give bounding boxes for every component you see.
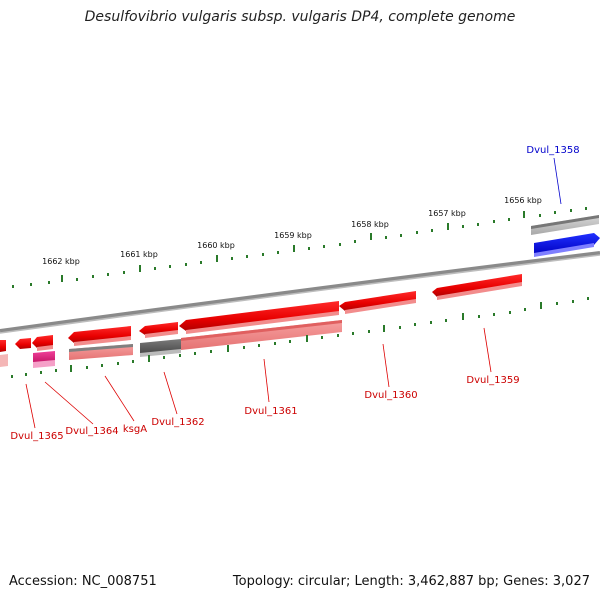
gene-dvul-1361-shape[interactable]: [179, 301, 339, 334]
gene-dvul-1364-shape[interactable]: [32, 335, 53, 351]
tick-label-1656: 1656 kbp: [504, 196, 542, 205]
gene-label-dvul-1359[interactable]: Dvul_1359: [466, 375, 519, 386]
tick-label-1662: 1662 kbp: [42, 257, 80, 266]
tick-label-1657: 1657 kbp: [428, 209, 466, 218]
gene-label-dvul-1361[interactable]: Dvul_1361: [244, 406, 297, 417]
tick-label-1659: 1659 kbp: [274, 231, 312, 240]
tick-label-1658: 1658 kbp: [351, 220, 389, 229]
gene-dvul-1365-shape[interactable]: [15, 338, 31, 349]
gene-labels: Dvul_1358 Dvul_1359 Dvul_1360 Dvul_1361 …: [10, 145, 579, 442]
gene-dvul-1359-shape[interactable]: [432, 274, 522, 300]
leader-lines: [25, 157, 562, 429]
gene-label-dvul-1360[interactable]: Dvul_1360: [364, 390, 417, 401]
tick-labels: 1656 kbp 1657 kbp 1658 kbp 1659 kbp 1660…: [42, 196, 542, 266]
accession-label: Accession: NC_008751: [9, 574, 157, 589]
genome-summary: Topology: circular; Length: 3,462,887 bp…: [232, 574, 590, 589]
inner-tick-track: [11, 297, 589, 378]
outer-tick-track: [12, 207, 587, 288]
tick-label-1660: 1660 kbp: [197, 241, 235, 250]
gene-label-dvul-1365[interactable]: Dvul_1365: [10, 431, 63, 442]
map-title: Desulfovibrio vulgaris subsp. vulgaris D…: [84, 9, 516, 25]
cds-track: [0, 320, 342, 368]
tick-label-1661: 1661 kbp: [120, 250, 158, 259]
gene-dvul-1360-shape[interactable]: [339, 291, 416, 314]
gene-dvul-1358-shape[interactable]: [531, 215, 600, 257]
gene-ksga-shape[interactable]: [68, 326, 131, 346]
gene-label-ksga[interactable]: ksgA: [123, 424, 147, 435]
gene-label-dvul-1364[interactable]: Dvul_1364: [65, 426, 118, 437]
gene-dvul-1362-shape[interactable]: [139, 322, 178, 338]
gene-label-dvul-1362[interactable]: Dvul_1362: [151, 417, 204, 428]
genome-backbone: [0, 251, 600, 333]
forward-genes: [0, 274, 522, 352]
gene-label-dvul-1358[interactable]: Dvul_1358: [526, 145, 579, 156]
